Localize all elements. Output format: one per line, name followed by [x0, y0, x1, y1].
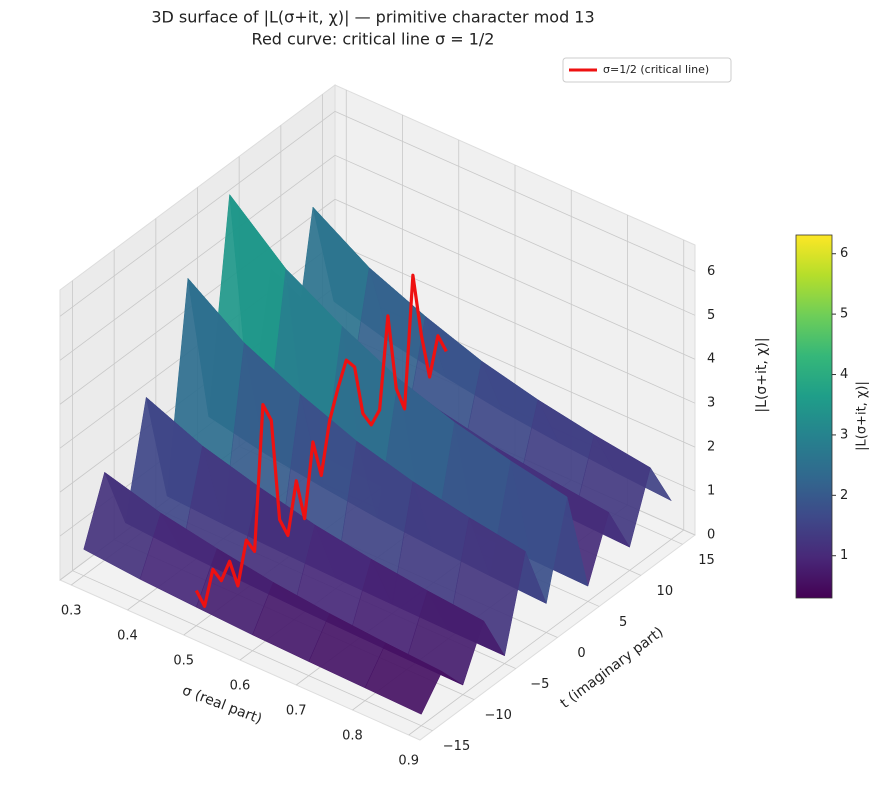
critical-line: [194, 273, 448, 608]
y-tick-label: −10: [484, 708, 511, 723]
y-axis-label: t (imaginary part): [558, 624, 667, 712]
x-axis-label: σ (real part): [180, 682, 264, 727]
z-tick-label: 4: [707, 352, 715, 367]
colorbar: [795, 234, 833, 599]
z-tick-label: 6: [707, 264, 715, 279]
x-tick-label: 0.4: [117, 629, 138, 644]
x-tick-label: 0.5: [173, 654, 194, 669]
grid-line: [72, 570, 433, 732]
grid-line: [334, 242, 696, 404]
z-tick-label: 1: [707, 484, 715, 499]
colorbar-tick-label: 5: [840, 307, 848, 322]
grid-line: [334, 110, 696, 272]
legend-label: σ=1/2 (critical line): [603, 63, 709, 76]
colorbar-tick-label: 1: [840, 548, 848, 563]
surface-patch: [364, 642, 443, 715]
x-tick-label: 0.3: [61, 604, 82, 619]
x-tick-label: 0.7: [286, 704, 307, 719]
y-tick-label: −15: [443, 739, 470, 754]
z-tick-label: 0: [707, 528, 715, 543]
z-tick-label: 5: [707, 308, 715, 323]
colorbar-tick-label: 2: [840, 488, 848, 503]
y-tick-label: 10: [657, 584, 674, 599]
grid-line: [59, 111, 336, 317]
y-tick-label: −5: [530, 677, 549, 692]
z-tick-label: 2: [707, 440, 715, 455]
legend-box: [562, 57, 732, 83]
z-axis-label: |L(σ+it, χ)|: [754, 337, 770, 412]
y-tick-label: 15: [698, 553, 715, 568]
colorbar-tick-label: 6: [840, 246, 848, 261]
x-tick-label: 0.9: [398, 754, 419, 769]
grid-line: [334, 154, 696, 316]
x-tick-label: 0.8: [342, 729, 363, 744]
colorbar-tick-label: 3: [840, 427, 848, 442]
colorbar-label: |L(σ+it, χ)|: [855, 381, 870, 451]
y-tick-label: 0: [577, 646, 585, 661]
z-tick-label: 3: [707, 396, 715, 411]
x-tick-label: 0.6: [230, 679, 251, 694]
y-tick-label: 5: [619, 615, 627, 630]
chart-title: 3D surface of |L(σ+it, χ)| — primitive c…: [151, 8, 594, 27]
colorbar-tick-label: 4: [840, 367, 848, 382]
grid-line: [334, 198, 696, 360]
grid-line: [59, 154, 336, 361]
chart-subtitle: Red curve: critical line σ = 1/2: [252, 30, 495, 49]
